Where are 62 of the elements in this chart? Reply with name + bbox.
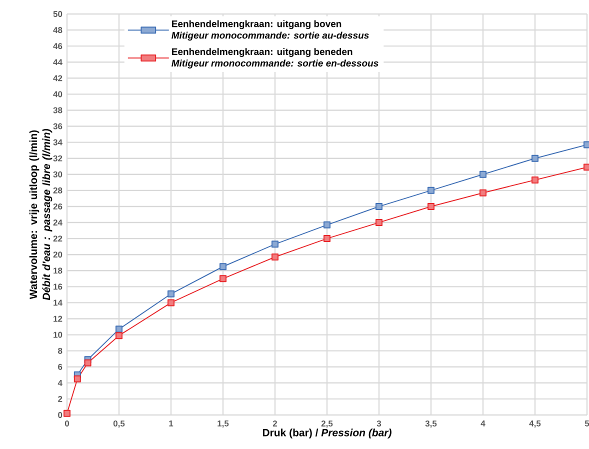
y-axis-title: Watervolume: vrije uitloop (l/min) Débit d'eau : passage libre (l/min) [29, 128, 52, 300]
y-tick-label: 48 [53, 27, 62, 34]
y-tick-label: 4 [58, 380, 62, 386]
point [168, 290, 175, 298]
y-tick-label: 28 [53, 187, 62, 194]
legend-label: Eenhendelmengkraan: uitgang beneden Mitigeur rmonocommande: sortie en-dessous [172, 48, 378, 68]
y-tick-label: 10 [54, 332, 62, 338]
point [376, 219, 382, 226]
y-tick-label: 0 [58, 412, 62, 418]
point [324, 235, 330, 242]
y-tick-label: 32 [53, 155, 62, 162]
legend-label: Eenhendelmengkraan: uitgang boven Mitigeur monocommande: sortie au-dessus [172, 20, 369, 41]
y-tick-label: 26 [53, 203, 62, 210]
y-tick-label: 20 [53, 252, 62, 258]
point [479, 189, 486, 196]
y-tick-label: 16 [54, 284, 62, 290]
y-tick-label: 34 [53, 139, 62, 146]
x-tick-label: 2,5 [321, 420, 333, 428]
x-tick-label: 3,5 [425, 420, 437, 428]
point [324, 221, 330, 228]
x-tick-label: 4 [480, 420, 486, 426]
y-tick-label: 50 [53, 10, 62, 18]
y-tick-label: 44 [53, 59, 62, 66]
point [531, 176, 538, 184]
point [74, 375, 81, 382]
x-tick-label: 0,5 [113, 420, 125, 428]
point [479, 170, 486, 178]
y-tick-label: 12 [54, 316, 62, 322]
x-tick-label: 3 [376, 420, 382, 427]
y-tick-label: 38 [53, 107, 62, 114]
point [116, 332, 123, 340]
point [427, 202, 434, 210]
x-tick-label: 5 [584, 420, 589, 426]
y-tick-label: 22 [53, 236, 62, 242]
y-tick-label: 24 [53, 220, 62, 226]
y-tick-label: 8 [58, 348, 62, 354]
x-axis-title: Druk (bar) / Pression (bar) [262, 428, 392, 438]
point [427, 186, 434, 194]
y-tick-label: 42 [53, 75, 62, 82]
y-tick-label: 30 [53, 171, 62, 178]
point [116, 326, 123, 333]
y-tick-label: 36 [53, 123, 62, 130]
y-tick-label: 2 [58, 396, 62, 402]
point [84, 359, 92, 366]
x-tick-label: 1 [169, 420, 174, 426]
point [272, 240, 278, 248]
y-tick-label: 40 [53, 91, 62, 98]
point [220, 275, 226, 282]
point [376, 202, 382, 210]
x-tick-label: 4,5 [529, 420, 541, 428]
point [272, 253, 278, 260]
y-tick-label: 18 [54, 268, 62, 274]
y-tick-label: 6 [58, 364, 62, 370]
x-tick-label: 1,5 [218, 420, 229, 428]
x-tick-label: 0 [64, 420, 70, 427]
y-tick-label: 46 [53, 43, 62, 50]
x-tick-label: 2 [272, 420, 278, 426]
point [168, 299, 175, 306]
point [64, 410, 71, 417]
point [531, 154, 538, 162]
point [220, 263, 226, 270]
y-tick-label: 14 [54, 300, 62, 306]
